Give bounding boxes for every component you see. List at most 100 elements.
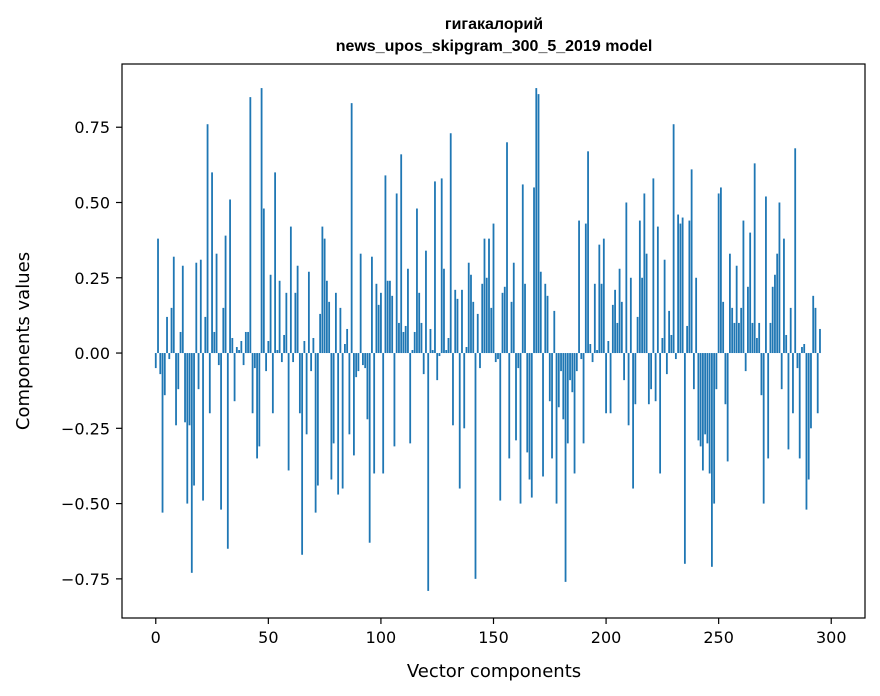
bar [600, 283, 603, 354]
bar [449, 133, 452, 354]
bar [362, 353, 364, 366]
bar [375, 283, 378, 354]
bar [510, 301, 513, 354]
bar [753, 163, 756, 354]
bar [231, 337, 234, 354]
bar [253, 353, 256, 369]
bar [190, 353, 193, 573]
bar [805, 353, 808, 510]
bar [265, 353, 267, 372]
bar [467, 262, 470, 354]
bar [330, 353, 333, 480]
bar [535, 88, 538, 354]
bar [767, 353, 770, 459]
bar [688, 220, 691, 354]
bar [503, 286, 506, 354]
bar [258, 353, 261, 447]
bar [787, 353, 790, 450]
bar [758, 322, 761, 354]
bar [744, 353, 747, 372]
bar [407, 268, 409, 354]
bar [625, 202, 628, 354]
bar [711, 353, 713, 567]
bar [636, 316, 639, 354]
bar [816, 353, 819, 414]
bar [524, 283, 526, 354]
bar [485, 277, 488, 354]
x-tick-label: 200 [591, 628, 622, 647]
bar [632, 353, 634, 489]
bar [774, 274, 776, 354]
bar [665, 353, 668, 375]
bar [575, 353, 578, 372]
bar [395, 193, 398, 354]
bar [584, 223, 587, 354]
y-axis-ticks: −0.75 −0.50 −0.25 0.00 0.25 0.50 0.75 [61, 118, 122, 589]
bar [546, 295, 549, 354]
bar [384, 175, 387, 354]
bar [321, 226, 324, 354]
bar [260, 88, 263, 354]
bar [429, 328, 432, 354]
bar [697, 353, 700, 441]
bar [235, 347, 238, 354]
bar [229, 199, 231, 354]
x-tick-label: 150 [478, 628, 509, 647]
bar [692, 353, 695, 390]
bar [686, 325, 689, 354]
bar [614, 289, 616, 354]
bar [373, 353, 376, 474]
bar [749, 232, 752, 354]
bar [801, 347, 803, 354]
bar [285, 292, 288, 354]
bar [647, 353, 650, 405]
bar [301, 353, 304, 555]
bar [456, 298, 459, 354]
bar [465, 347, 468, 354]
bar [238, 350, 240, 354]
bar [159, 353, 162, 375]
bar [222, 307, 225, 354]
bar [314, 353, 317, 513]
bar [233, 353, 236, 402]
bar [283, 334, 286, 354]
bar [596, 350, 598, 354]
bar [544, 283, 547, 354]
bar [598, 244, 601, 354]
bar [161, 353, 164, 513]
bar [312, 337, 315, 354]
bar [756, 337, 758, 354]
bar [807, 353, 810, 480]
bar [681, 217, 684, 354]
bar [778, 202, 781, 354]
bar [332, 353, 335, 444]
bar [623, 353, 625, 381]
bar [422, 353, 425, 375]
bar [479, 353, 481, 369]
bar [224, 235, 227, 354]
bar [186, 353, 189, 504]
bar [670, 334, 673, 354]
bar [602, 238, 605, 354]
bar [539, 271, 542, 354]
bar [298, 353, 301, 414]
bar [557, 353, 560, 408]
bar [582, 353, 585, 444]
bar [175, 353, 177, 426]
bar [307, 271, 310, 354]
bar [643, 193, 646, 354]
bar [638, 220, 641, 354]
y-tick-label: 0.75 [74, 118, 110, 137]
bar [440, 178, 443, 354]
bar [244, 331, 247, 354]
bar [591, 353, 594, 363]
bar [262, 208, 265, 354]
bar [163, 353, 166, 396]
bar [564, 353, 567, 582]
bar [371, 256, 373, 354]
bar [280, 353, 283, 363]
y-tick-label: 0.50 [74, 194, 110, 213]
bar [803, 344, 806, 354]
bar [627, 353, 630, 426]
bar [368, 353, 371, 543]
